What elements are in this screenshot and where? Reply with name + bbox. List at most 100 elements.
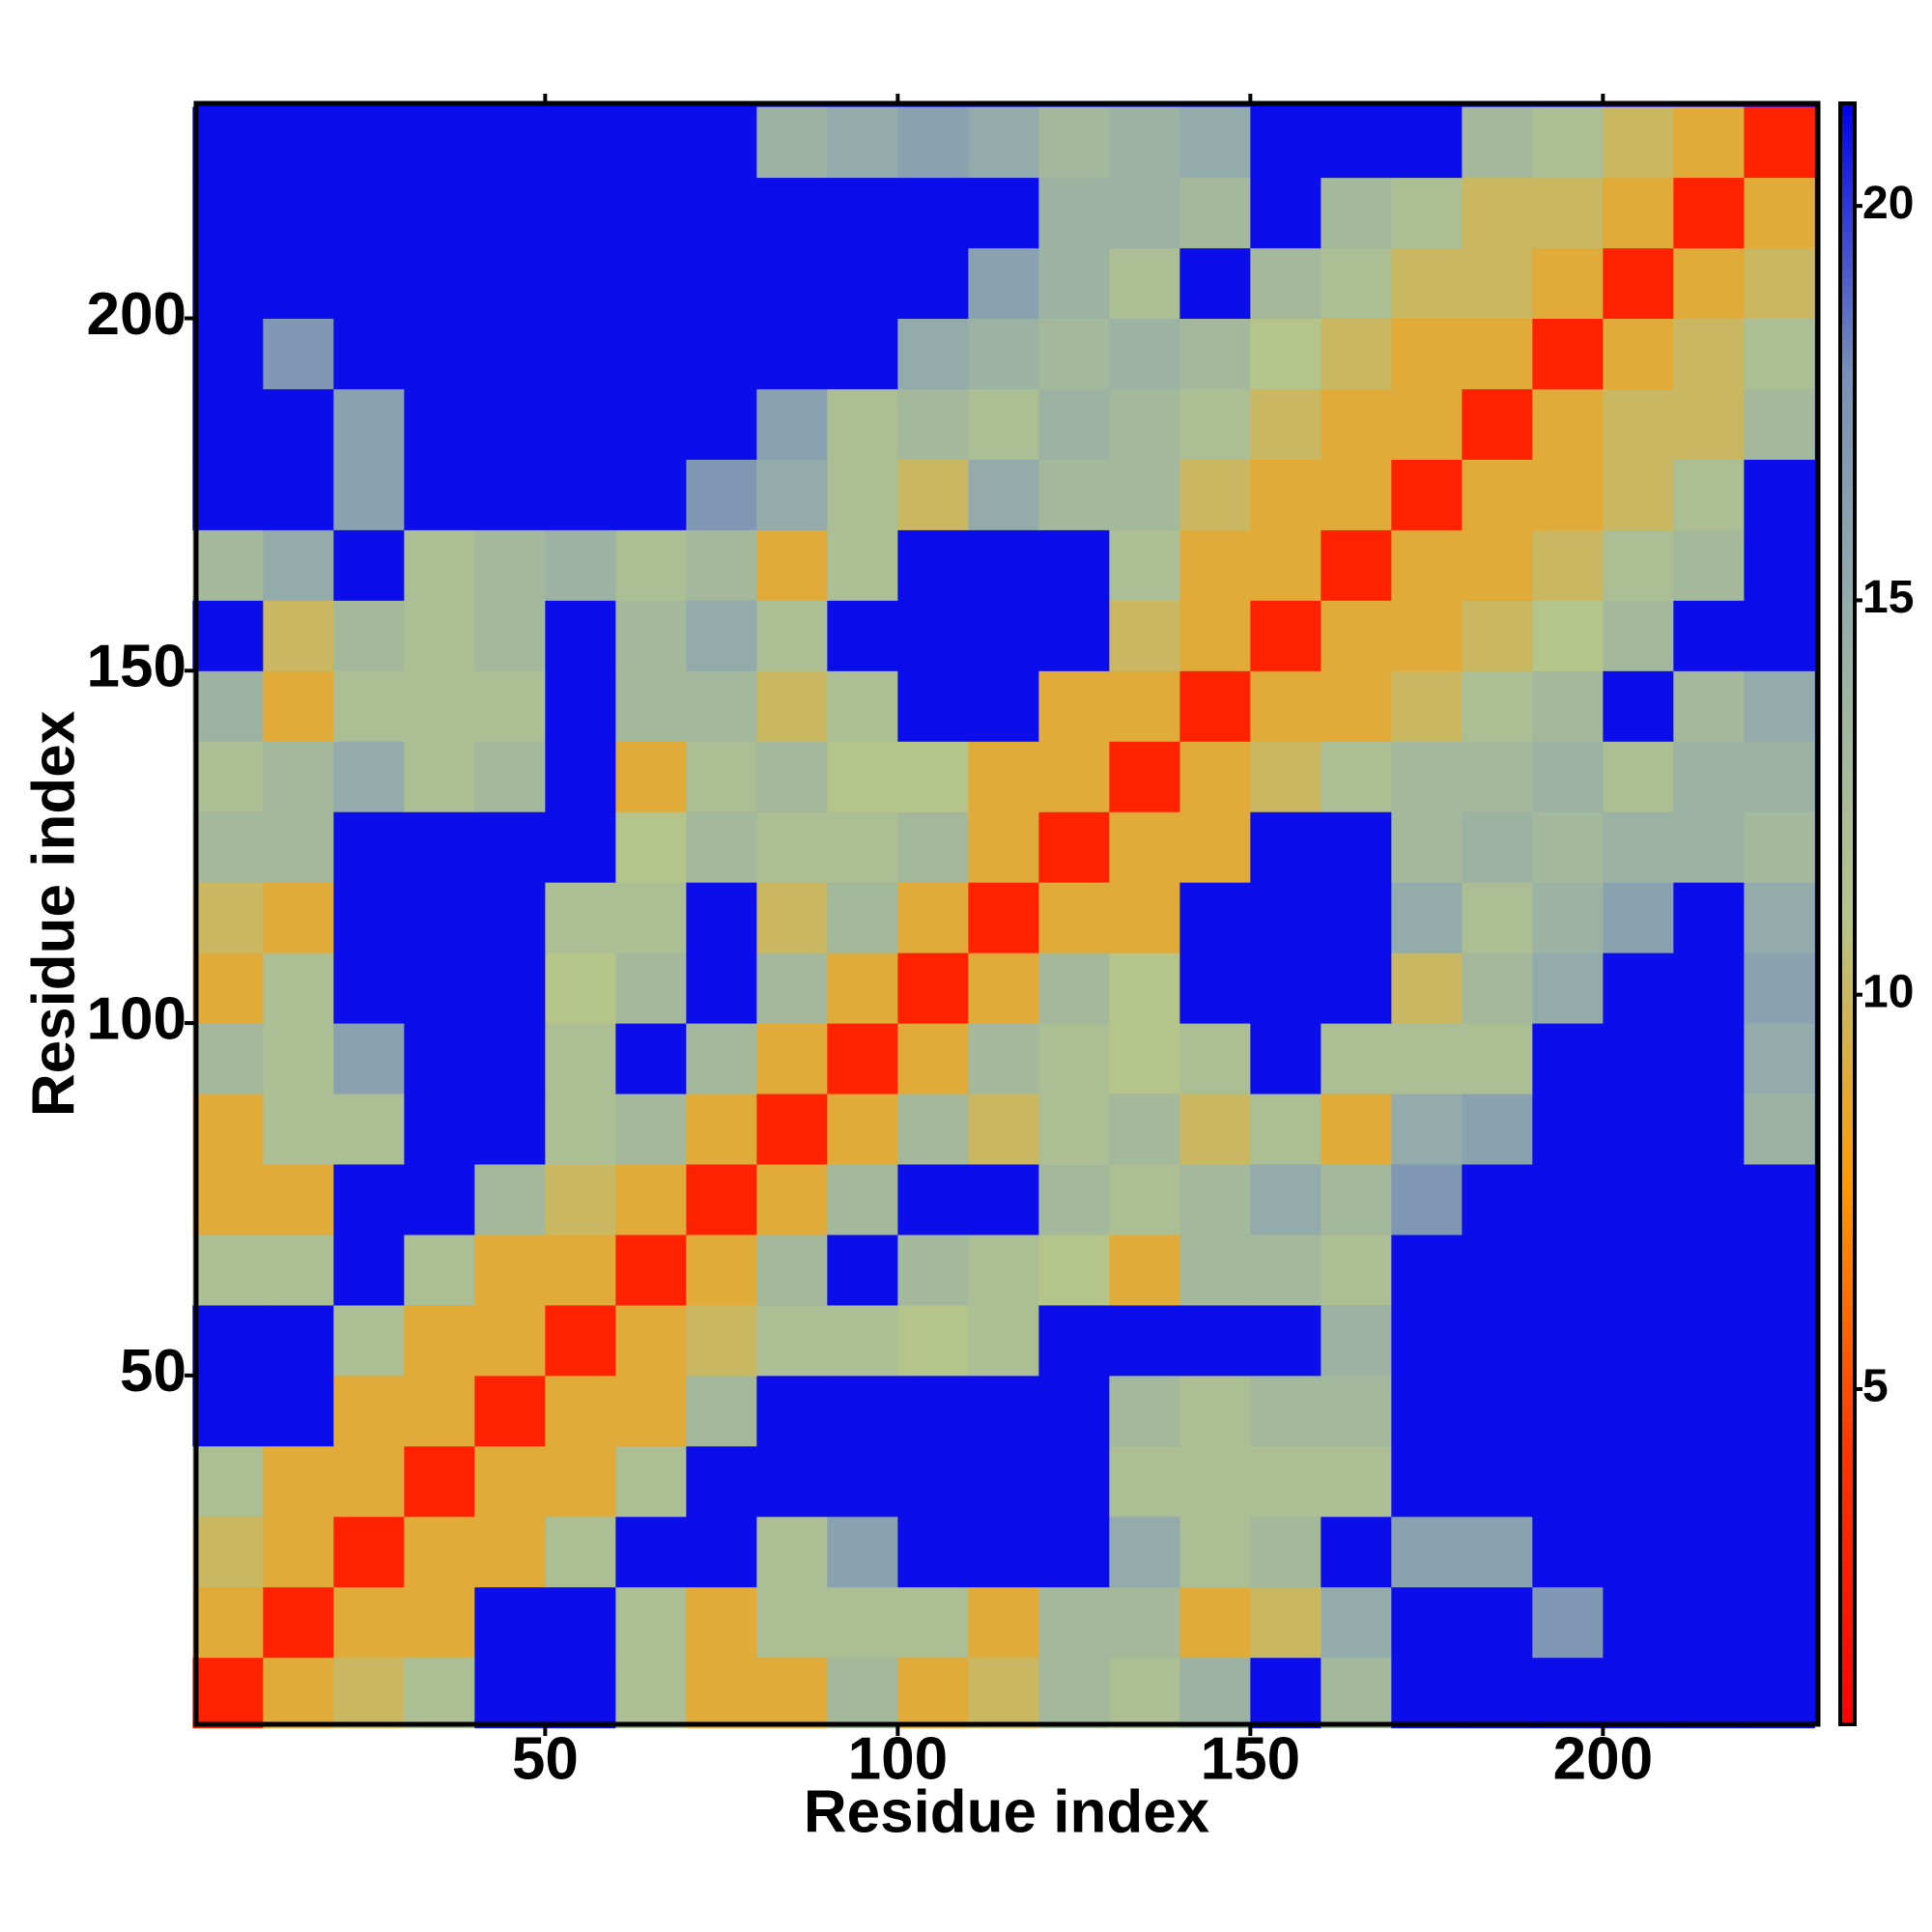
heatmap-cell (1038, 1023, 1110, 1094)
heatmap-cell (1321, 952, 1392, 1024)
heatmap-cell (1391, 1516, 1463, 1588)
heatmap-cell (1462, 952, 1533, 1024)
heatmap-cell (474, 741, 546, 812)
heatmap-cell (1462, 741, 1533, 812)
heatmap-cell (968, 247, 1039, 320)
heatmap-cell (1179, 952, 1251, 1024)
heatmap-cell (1532, 1304, 1604, 1377)
heatmap-cell (1038, 1586, 1110, 1659)
heatmap-cell (1532, 1586, 1604, 1659)
heatmap-cell (827, 1516, 898, 1588)
heatmap-cell (897, 741, 969, 812)
heatmap-cell (686, 670, 757, 742)
heatmap-cell (1321, 177, 1392, 249)
heatmap-cell (827, 459, 898, 530)
heatmap-cell (1321, 1657, 1392, 1729)
heatmap-cell (1462, 1445, 1533, 1518)
heatmap-cell (1532, 1023, 1604, 1094)
heatmap-cell (686, 1304, 757, 1377)
heatmap-cell (1109, 1657, 1180, 1729)
heatmap-cell (1462, 1094, 1533, 1165)
heatmap-cell (404, 1516, 475, 1588)
heatmap-cell (756, 177, 828, 249)
heatmap-cell (545, 1304, 616, 1377)
heatmap-cell (404, 741, 475, 812)
heatmap-cell (1673, 670, 1745, 742)
heatmap-cell (192, 741, 264, 812)
heatmap-cell (1250, 952, 1321, 1024)
heatmap-cell (968, 1657, 1039, 1729)
heatmap-cell (1391, 177, 1463, 249)
heatmap-cell (545, 811, 616, 883)
heatmap-cell (827, 1445, 898, 1518)
heatmap-cell (686, 882, 757, 953)
heatmap-cell (1250, 247, 1321, 320)
heatmap-cell (192, 1304, 264, 1377)
heatmap-cell (1673, 1445, 1745, 1518)
colorbar (1838, 101, 1857, 1726)
heatmap-cell (1391, 388, 1463, 460)
heatmap-cell (1462, 459, 1533, 530)
heatmap-cell (404, 1163, 475, 1236)
heatmap-cell (545, 670, 616, 742)
heatmap-cell (1038, 106, 1110, 179)
heatmap-cell (686, 952, 757, 1024)
heatmap-cell (333, 106, 405, 179)
heatmap-cell (756, 1094, 828, 1165)
heatmap-cell (1179, 670, 1251, 742)
heatmap-cell (686, 811, 757, 883)
heatmap-cell (474, 670, 546, 742)
heatmap-cell (1391, 1234, 1463, 1306)
heatmap-cell (897, 1234, 969, 1306)
heatmap-cell (1321, 670, 1392, 742)
heatmap-cell (1462, 811, 1533, 883)
heatmap-cell (615, 459, 687, 530)
heatmap-cell (897, 459, 969, 530)
heatmap-cell (1038, 1657, 1110, 1729)
heatmap-cell (1321, 388, 1392, 460)
heatmap-cell (827, 529, 898, 601)
heatmap-cell (827, 247, 898, 320)
heatmap-cell (1321, 600, 1392, 671)
heatmap-cell (1532, 600, 1604, 671)
heatmap-cell (1250, 459, 1321, 530)
heatmap-cell (1532, 1163, 1604, 1236)
heatmap-cell (1673, 1234, 1745, 1306)
heatmap-cell (1179, 1163, 1251, 1236)
heatmap-cell (1109, 811, 1180, 883)
heatmap-cell (686, 529, 757, 601)
heatmap-cell (474, 1304, 546, 1377)
heatmap-cell (827, 741, 898, 812)
heatmap-cell (756, 459, 828, 530)
heatmap-cell (474, 1375, 546, 1447)
heatmap-cell (827, 318, 898, 389)
heatmap-cell (1250, 1023, 1321, 1094)
heatmap-cell (827, 600, 898, 671)
heatmap-cell (474, 1657, 546, 1729)
heatmap-cell (1603, 1023, 1674, 1094)
heatmap-cell (1744, 1023, 1815, 1094)
heatmap-cell (686, 106, 757, 179)
heatmap-cell (192, 388, 264, 460)
heatmap-cell (404, 459, 475, 530)
heatmap-cell (1391, 459, 1463, 530)
heatmap-cell (263, 811, 334, 883)
heatmap-cell (1250, 1657, 1321, 1729)
heatmap-cell (615, 600, 687, 671)
heatmap-cell (1673, 1657, 1745, 1729)
heatmap-cell (192, 106, 264, 179)
heatmap-cell (1603, 318, 1674, 389)
heatmap-cell (1673, 1094, 1745, 1165)
heatmap-cell (1462, 388, 1533, 460)
heatmap-cell (333, 1657, 405, 1729)
heatmap-cell (1603, 1375, 1674, 1447)
heatmap (192, 103, 1818, 1729)
heatmap-cell (1038, 247, 1110, 320)
heatmap-cell (333, 600, 405, 671)
heatmap-cell (263, 1304, 334, 1377)
heatmap-cell (968, 106, 1039, 179)
heatmap-cell (474, 1094, 546, 1165)
heatmap-cell (1603, 670, 1674, 742)
heatmap-cell (474, 1234, 546, 1306)
heatmap-cell (827, 670, 898, 742)
